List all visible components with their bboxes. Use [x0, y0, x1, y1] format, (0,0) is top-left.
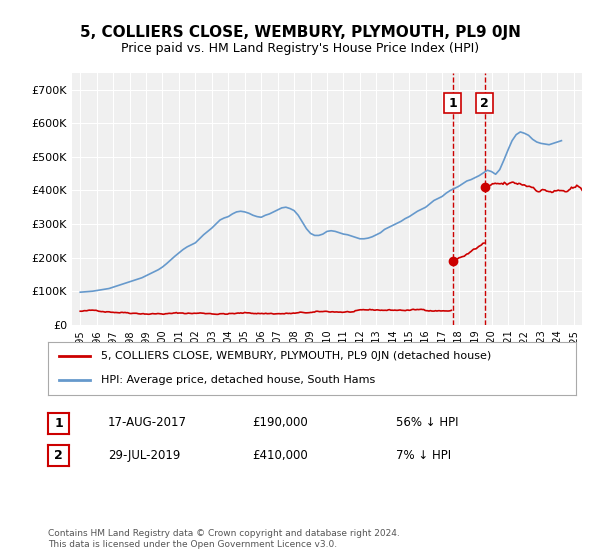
Text: 7% ↓ HPI: 7% ↓ HPI [396, 449, 451, 462]
Text: 17-AUG-2017: 17-AUG-2017 [108, 416, 187, 430]
Text: 5, COLLIERS CLOSE, WEMBURY, PLYMOUTH, PL9 0JN: 5, COLLIERS CLOSE, WEMBURY, PLYMOUTH, PL… [80, 25, 520, 40]
Text: £410,000: £410,000 [252, 449, 308, 462]
Text: Price paid vs. HM Land Registry's House Price Index (HPI): Price paid vs. HM Land Registry's House … [121, 42, 479, 55]
Text: £190,000: £190,000 [252, 416, 308, 430]
Text: 56% ↓ HPI: 56% ↓ HPI [396, 416, 458, 430]
Text: 1: 1 [54, 417, 63, 430]
Text: HPI: Average price, detached house, South Hams: HPI: Average price, detached house, Sout… [101, 375, 375, 385]
Text: 5, COLLIERS CLOSE, WEMBURY, PLYMOUTH, PL9 0JN (detached house): 5, COLLIERS CLOSE, WEMBURY, PLYMOUTH, PL… [101, 352, 491, 362]
Text: 1: 1 [448, 96, 457, 110]
Text: 2: 2 [54, 449, 63, 463]
Text: 2: 2 [480, 96, 489, 110]
Text: Contains HM Land Registry data © Crown copyright and database right 2024.
This d: Contains HM Land Registry data © Crown c… [48, 529, 400, 549]
Text: 29-JUL-2019: 29-JUL-2019 [108, 449, 181, 462]
